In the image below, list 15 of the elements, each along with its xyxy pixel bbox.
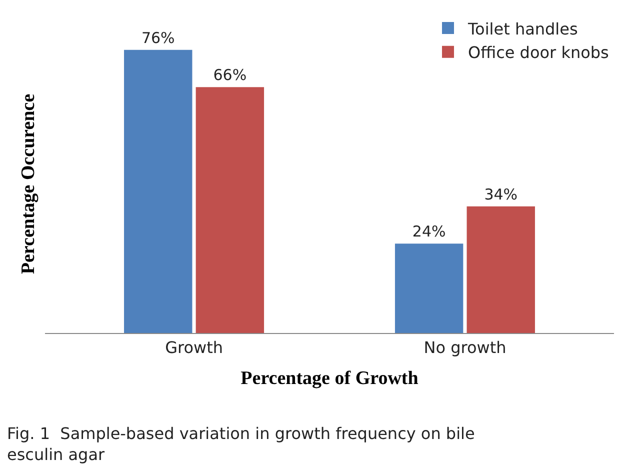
data-label: 66% — [213, 66, 247, 84]
legend-label: Toilet handles — [467, 19, 578, 38]
x-tick-label: No growth — [424, 338, 506, 358]
bar — [466, 206, 535, 333]
x-axis-title: Percentage of Growth — [240, 368, 419, 389]
bar — [124, 50, 192, 333]
y-axis-title: Percentage Occurence — [18, 94, 39, 274]
bar — [196, 87, 264, 333]
caption: Fig. 1 Sample-based variation in growth frequency on bile esculin agar — [7, 424, 475, 464]
legend-label: Office door knobs — [468, 43, 609, 62]
data-label: 76% — [141, 28, 175, 47]
data-label: 34% — [484, 185, 518, 204]
bar — [394, 244, 464, 333]
data-label: 24% — [412, 222, 446, 241]
x-tick-label: Growth — [165, 338, 223, 358]
